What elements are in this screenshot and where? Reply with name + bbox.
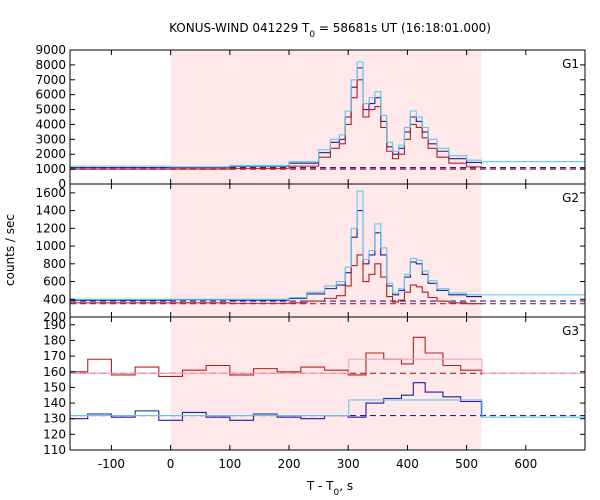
x-tick-label: 500	[455, 457, 478, 471]
y-tick-label: 8000	[35, 58, 66, 72]
y-tick-label: 1000	[35, 162, 66, 176]
y-tick-label: 120	[43, 427, 66, 441]
x-tick-label: 200	[278, 457, 301, 471]
x-tick-label: 400	[396, 457, 419, 471]
y-tick-label: 0	[58, 177, 66, 191]
x-tick-label: 100	[218, 457, 241, 471]
y-tick-label: 9000	[35, 43, 66, 57]
y-tick-label: 180	[43, 333, 66, 347]
y-tick-label: 110	[43, 443, 66, 457]
series-line-2	[70, 190, 585, 300]
y-tick-label: 1600	[35, 186, 66, 200]
panel-label: G2	[562, 191, 579, 205]
y-tick-label: 7000	[35, 73, 66, 87]
panel-g2: 200 400 600 800 1000 1200 1400 1600 G2	[35, 183, 586, 324]
figure-title: KONUS-WIND 041229 T0 = 58681s UT (16:18:…	[169, 21, 491, 40]
y-tick-label: 400	[43, 292, 66, 306]
series-line-2	[70, 399, 585, 418]
series-line-1	[70, 254, 482, 305]
x-axis-label: T - T0, s	[306, 479, 353, 498]
y-tick-label: 200	[43, 310, 66, 324]
y-tick-label: 170	[43, 349, 66, 363]
series-line-3	[70, 358, 585, 374]
y-tick-label: 140	[43, 396, 66, 410]
panel-frame	[69, 316, 586, 451]
y-tick-label: 3000	[35, 132, 66, 146]
panels-group: 0100020003000400050006000700080009000G12…	[35, 43, 586, 471]
y-tick-label: 1200	[35, 221, 66, 235]
y-tick-label: 4000	[35, 117, 66, 131]
series-line-1	[70, 79, 482, 170]
shaded-interval	[170, 50, 482, 184]
y-tick-label: 130	[43, 412, 66, 426]
x-tick-label: -100	[98, 457, 125, 471]
x-tick-label: 300	[337, 457, 360, 471]
y-tick-label: 160	[43, 365, 66, 379]
y-tick-label: 600	[43, 275, 66, 289]
series-line-2	[70, 61, 585, 168]
y-tick-label: 1400	[35, 204, 66, 218]
panel-label: G3	[562, 324, 579, 338]
y-tick-label: 190	[43, 318, 66, 332]
x-tick-label: 600	[514, 457, 537, 471]
y-tick-label: 800	[43, 257, 66, 271]
y-tick-label: 2000	[35, 147, 66, 161]
y-tick-label: 5000	[35, 103, 66, 117]
shaded-interval	[170, 317, 482, 450]
y-tick-label: 150	[43, 380, 66, 394]
y-axis-label: counts / sec	[3, 214, 17, 286]
shaded-interval	[170, 184, 482, 317]
panel-label: G1	[562, 57, 579, 71]
y-tick-label: 6000	[35, 88, 66, 102]
series-line-1	[70, 382, 482, 421]
x-tick-label: 0	[167, 457, 175, 471]
y-tick-label: 1000	[35, 239, 66, 253]
series-line-0	[70, 336, 482, 378]
